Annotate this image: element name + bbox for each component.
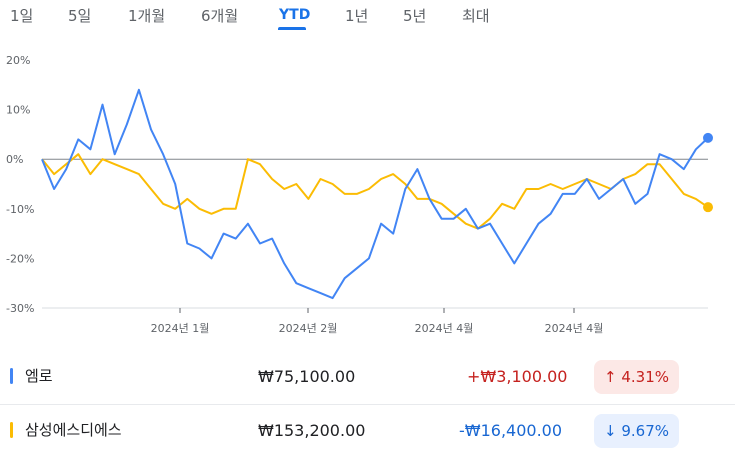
legend-row-series2[interactable]: 삼성에스디에스 ₩153,200.00 -₩16,400.00 ↓ 9.67%	[0, 404, 735, 457]
tab-6m[interactable]: 6개월	[201, 7, 239, 25]
y-tick-label: 0%	[6, 153, 23, 166]
y-tick-label: 20%	[6, 54, 30, 67]
arrow-down-icon: ↓	[604, 422, 617, 440]
series2-end-point	[703, 202, 713, 213]
tab-ytd[interactable]: YTD	[279, 7, 311, 23]
series2-price: ₩153,200.00	[258, 421, 366, 440]
price-comparison-chart: 20% 10% 0% -10% -20% -30% 2024년 1월 2024년 2월 2024…	[6, 54, 713, 335]
series1-percent: 4.31%	[621, 368, 670, 386]
series1-line	[41, 88, 709, 300]
tab-1m[interactable]: 1개월	[128, 7, 166, 25]
series2-swatch	[10, 422, 13, 438]
tab-1d[interactable]: 1일	[10, 7, 34, 25]
series2-percent-chip: ↓ 9.67%	[594, 414, 680, 448]
series1-percent-chip: ↑ 4.31%	[594, 360, 680, 394]
series2-change: -₩16,400.00	[459, 421, 563, 440]
x-tick-label: 2024년 1월	[151, 322, 210, 335]
legend-row-series1[interactable]: 엠로 ₩75,100.00 +₩3,100.00 ↑ 4.31%	[0, 351, 735, 403]
range-tabs: 1일 5일 1개월 6개월 YTD 1년 5년 최대	[0, 0, 735, 34]
y-tick-label: -10%	[6, 203, 34, 216]
series1-name: 엠로	[25, 367, 53, 385]
series1-end-point	[703, 132, 713, 143]
series2-percent: 9.67%	[621, 422, 670, 440]
x-tick-label: 2024년 4월	[545, 322, 604, 335]
series1-swatch	[10, 368, 13, 384]
series1-change: +₩3,100.00	[467, 367, 568, 386]
y-tick-label: -20%	[6, 252, 34, 265]
series1-price: ₩75,100.00	[258, 367, 356, 386]
x-tick-label: 2024년 4월	[415, 322, 474, 335]
active-tab-indicator	[278, 27, 306, 30]
tab-max[interactable]: 최대	[462, 7, 490, 25]
tab-1y[interactable]: 1년	[345, 7, 369, 25]
y-tick-label: 10%	[6, 104, 30, 117]
y-tick-label: -30%	[6, 302, 34, 315]
tab-5d[interactable]: 5일	[68, 7, 92, 25]
tab-5y[interactable]: 5년	[403, 7, 427, 25]
x-tick-label: 2024년 2월	[279, 322, 338, 335]
series2-name: 삼성에스디에스	[25, 421, 122, 439]
series2-line	[41, 153, 709, 230]
arrow-up-icon: ↑	[604, 368, 617, 386]
